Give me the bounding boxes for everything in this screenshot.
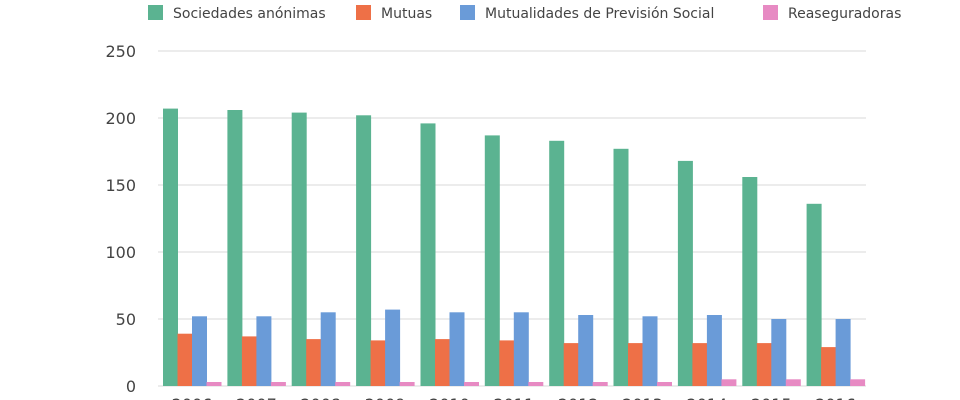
y-tick-label: 100 (105, 243, 136, 262)
y-tick-label: 50 (116, 310, 136, 329)
bar-sociedades-an-nimas-2014 (677, 160, 693, 386)
bar-mutuas-2014 (692, 343, 708, 386)
legend-swatch (148, 5, 163, 20)
bar-sociedades-an-nimas-2008 (291, 112, 307, 386)
legend-label: Mutualidades de Previsión Social (485, 6, 714, 22)
bar-mutualidades-de-previsi-n-social-2007 (256, 316, 272, 386)
bar-mutuas-2015 (756, 343, 772, 386)
bar-reaseguradoras-2014 (721, 379, 737, 386)
bar-sociedades-an-nimas-2006 (163, 108, 178, 386)
legend-label: Sociedades anónimas (173, 6, 326, 22)
bar-sociedades-an-nimas-2007 (227, 110, 243, 386)
legend-item: Mutuas (356, 5, 432, 22)
bar-sociedades-an-nimas-2012 (549, 140, 565, 386)
legend-item: Sociedades anónimas (148, 5, 326, 22)
legend-swatch (460, 5, 475, 20)
bar-reaseguradoras-2009 (399, 382, 415, 386)
bar-mutuas-2010 (435, 339, 450, 386)
bar-mutuas-2012 (563, 343, 579, 386)
legend-swatch (356, 5, 371, 20)
bar-mutuas-2009 (370, 340, 386, 386)
bar-mutualidades-de-previsi-n-social-2016 (835, 319, 851, 386)
y-tick-label: 200 (105, 109, 136, 128)
bar-mutuas-2006 (177, 333, 193, 386)
bar-reaseguradoras-2011 (528, 382, 544, 386)
x-tick-label: 2011 (493, 395, 534, 400)
bar-mutuas-2008 (306, 339, 322, 386)
legend-item: Reaseguradoras (763, 5, 901, 22)
legend-label: Mutuas (381, 6, 432, 22)
bar-mutualidades-de-previsi-n-social-2010 (449, 312, 465, 386)
bar-mutualidades-de-previsi-n-social-2013 (642, 316, 658, 386)
x-tick-label: 2012 (558, 395, 599, 400)
x-tick-label: 2010 (429, 395, 470, 400)
bar-mutualidades-de-previsi-n-social-2011 (513, 312, 529, 386)
x-tick-label: 2015 (751, 395, 792, 400)
bar-reaseguradoras-2006 (206, 382, 222, 386)
bar-sociedades-an-nimas-2010 (420, 123, 436, 387)
bar-reaseguradoras-2010 (464, 382, 479, 386)
x-axis-ticks: 2006 2007 2008 2009 2010 2011 2012 2013 2014 2015… (172, 395, 856, 400)
legend-item: Mutualidades de Previsión Social (460, 5, 714, 22)
bar-mutualidades-de-previsi-n-social-2014 (706, 315, 722, 386)
y-axis-ticks: 0 50 100 150 200 250 (105, 42, 136, 396)
y-tick-label: 250 (105, 42, 136, 61)
x-tick-label: 2008 (300, 395, 341, 400)
legend-swatch (763, 5, 778, 20)
x-tick-label: 2016 (815, 395, 856, 400)
x-tick-label: 2006 (172, 395, 213, 400)
y-tick-label: 150 (105, 176, 136, 195)
bar-mutualidades-de-previsi-n-social-2008 (320, 312, 336, 386)
bar-mutuas-2007 (241, 336, 257, 386)
x-tick-label: 2009 (365, 395, 406, 400)
bar-mutualidades-de-previsi-n-social-2006 (192, 316, 207, 386)
bar-mutuas-2011 (499, 340, 515, 386)
bar-reaseguradoras-2007 (270, 382, 286, 386)
bar-mutualidades-de-previsi-n-social-2012 (578, 315, 594, 386)
bar-sociedades-an-nimas-2011 (484, 135, 500, 386)
bar-reaseguradoras-2016 (850, 379, 866, 386)
bar-reaseguradoras-2013 (657, 382, 672, 386)
bar-sociedades-an-nimas-2016 (806, 203, 822, 386)
x-tick-label: 2014 (687, 395, 728, 400)
x-tick-label: 2007 (236, 395, 277, 400)
bar-mutuas-2016 (821, 347, 837, 386)
bar-reaseguradoras-2015 (785, 379, 801, 386)
bar-reaseguradoras-2012 (592, 382, 608, 386)
bar-sociedades-an-nimas-2013 (613, 148, 629, 386)
bar-mutuas-2013 (628, 343, 643, 386)
bar-mutualidades-de-previsi-n-social-2009 (385, 309, 401, 386)
y-tick-label: 0 (126, 377, 136, 396)
bar-reaseguradoras-2008 (335, 382, 351, 386)
bar-mutualidades-de-previsi-n-social-2015 (771, 319, 787, 386)
bars (163, 108, 866, 387)
legend: Sociedades anónimas Mutuas Mutualidades de… (148, 5, 901, 22)
bar-sociedades-an-nimas-2009 (356, 115, 372, 387)
x-tick-label: 2013 (622, 395, 663, 400)
legend-label: Reaseguradoras (788, 6, 901, 22)
bar-sociedades-an-nimas-2015 (742, 177, 758, 386)
